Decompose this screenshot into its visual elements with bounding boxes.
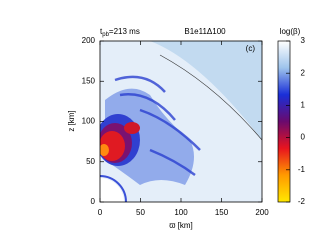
colorbar [277, 40, 291, 203]
y-tick-label: 100 [82, 117, 96, 126]
y-tick-label: 150 [82, 76, 96, 85]
time-subscript: pb [102, 32, 109, 38]
time-value: =213 ms [109, 27, 140, 36]
y-tick-label: 50 [86, 157, 95, 166]
x-tick-label: 50 [136, 208, 145, 217]
panel-annotation: (c) [246, 44, 256, 53]
time-label: tpb=213 ms [100, 27, 140, 37]
colorbar-tick-label: 0 [301, 133, 306, 142]
colorbar-tick-label: -1 [298, 165, 306, 174]
colorbar-tick-label: 2 [301, 68, 306, 77]
colorbar-label: log(β) [280, 27, 301, 36]
colorbar-tick-label: -2 [298, 197, 306, 206]
chart-title: B1e11Δ100 [184, 27, 226, 36]
field [100, 41, 262, 202]
colorbar-tick-label: 1 [301, 101, 306, 110]
colorbar-tick-label: 3 [301, 36, 306, 45]
x-tick-label: 150 [215, 208, 229, 217]
y-tick-label: 200 [82, 36, 96, 45]
x-tick-label: 200 [255, 208, 269, 217]
x-axis-label: ϖ [km] [169, 221, 193, 230]
x-tick-label: 0 [98, 208, 103, 217]
time-symbol: t [100, 27, 103, 36]
x-tick-label: 100 [174, 208, 188, 217]
y-tick-label: 0 [91, 197, 96, 206]
y-axis-label: z [km] [67, 110, 76, 131]
